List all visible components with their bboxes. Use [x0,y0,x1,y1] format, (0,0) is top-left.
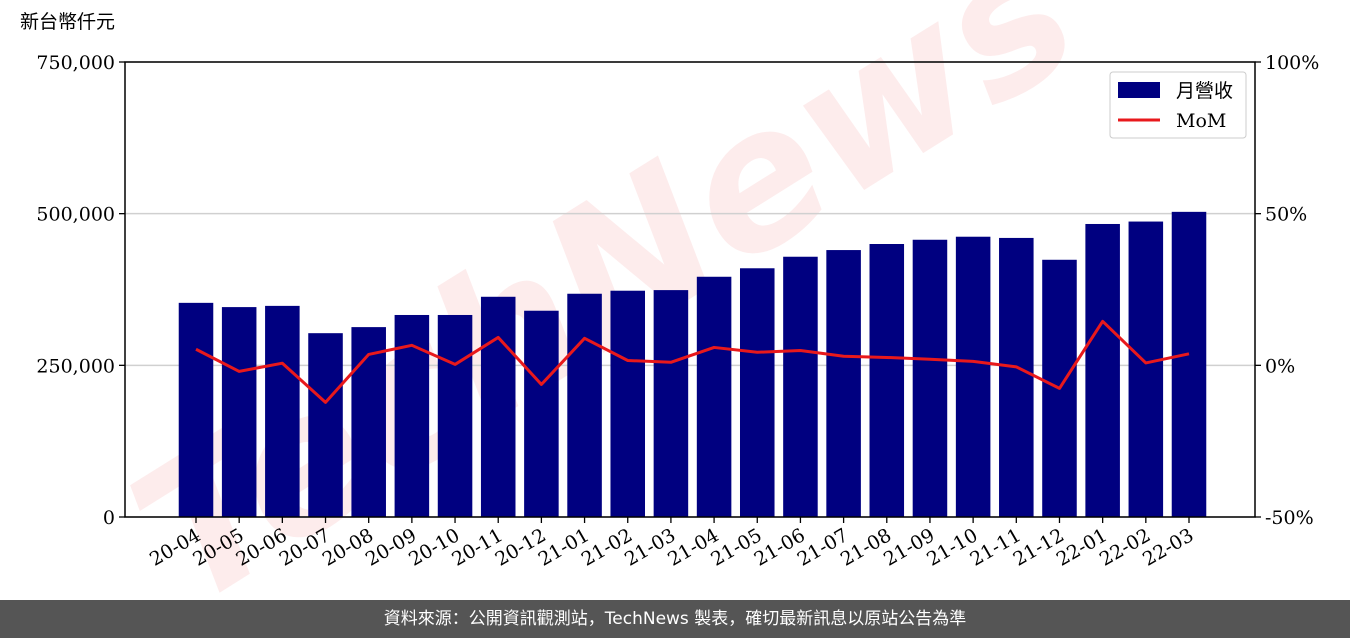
bar [783,256,818,517]
line [195,319,1190,404]
x-tick-label: 22-03 [1139,524,1197,570]
bar [265,305,300,517]
bar [955,236,991,517]
bar [999,237,1034,517]
bar [221,307,257,517]
footer: 資料來源：公開資訊觀測站，TechNews 製表，確切最新訊息以原站公告為準 [0,600,1350,638]
legend-label: 月營收 [1176,80,1233,102]
chart: 新台幣仟元 TechNews0250,000500,000750,000-50%… [20,0,1319,638]
legend-swatch [1118,82,1160,98]
y2-tick-label: -50% [1265,507,1314,529]
bar [567,293,602,517]
legend-label: MoM [1176,110,1226,132]
y-axis-label: 新台幣仟元 [20,11,115,33]
bar [696,276,732,517]
y2-tick-label: 100% [1265,52,1319,74]
bar [351,327,386,517]
bar [1171,211,1207,517]
bar [1085,223,1120,518]
bar [739,268,775,517]
bar [437,314,473,517]
bar [912,239,948,517]
plot-frame [124,61,1256,518]
y-tick-label: 500,000 [36,204,115,226]
bar [524,310,559,517]
y-tick-label: 250,000 [36,355,115,377]
y2-tick-label: 50% [1265,204,1307,226]
bar [1128,221,1164,517]
bar [653,290,689,517]
bar [869,244,905,517]
bar [308,333,343,517]
y2-tick-label: 0% [1265,355,1295,377]
bar [610,290,646,517]
bar [480,296,516,517]
y-tick-label: 0 [103,507,115,529]
bar [826,250,861,518]
bar [178,302,214,517]
y-tick-label: 750,000 [36,52,115,74]
